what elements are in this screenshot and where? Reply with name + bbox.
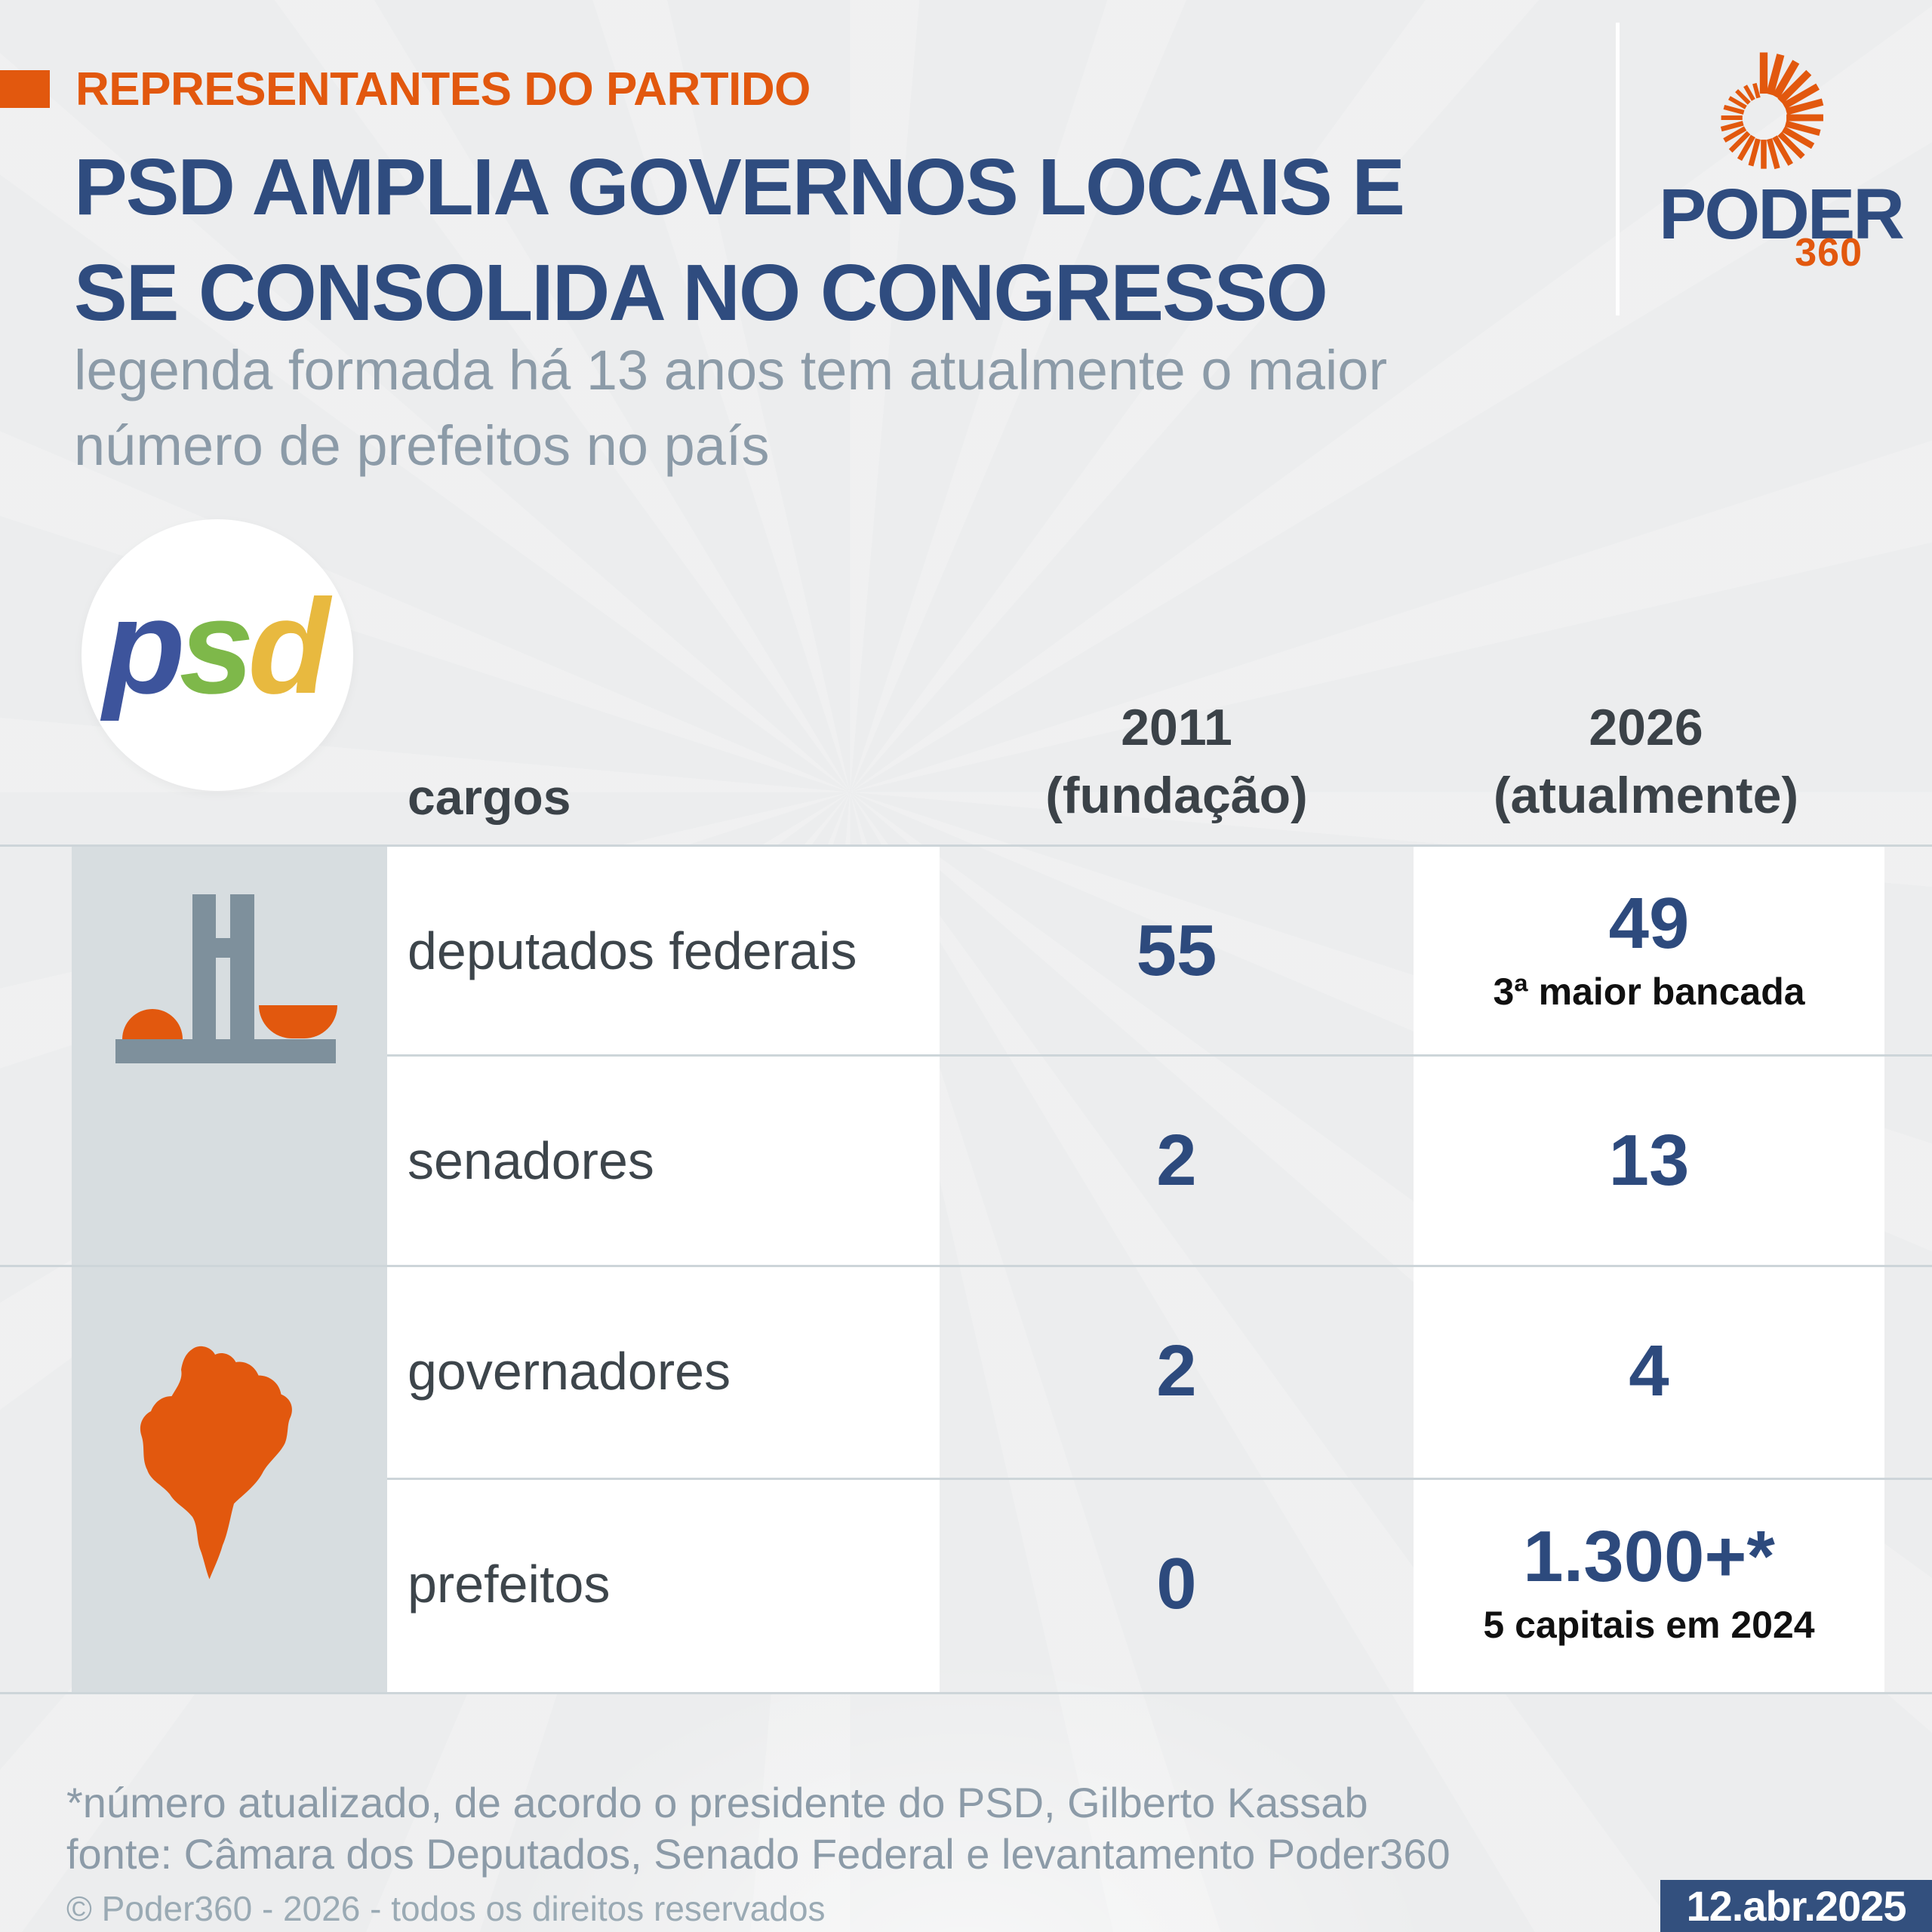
date-badge: 12.abr.2025 (1660, 1880, 1932, 1932)
column-header-2026: 2026 (1589, 699, 1703, 756)
poder-wordmark: PODER (1659, 174, 1905, 254)
page-subtitle-line1: legenda formada há 13 anos tem atualment… (74, 339, 1388, 401)
psd-logo: psd (82, 519, 353, 791)
page-title-line1: PSD AMPLIA GOVERNOS LOCAIS E (74, 143, 1405, 232)
table-row-cargo: deputados federais (408, 921, 857, 980)
page-subtitle-line2: número de prefeitos no país (74, 414, 770, 477)
value-2026-note: 5 capitais em 2024 (1483, 1604, 1815, 1647)
column-header-cargos: cargos (408, 769, 571, 825)
brazil-map-icon (140, 1346, 292, 1580)
column-header-2011-sub: (fundação) (1045, 767, 1308, 824)
brand-divider-line (1616, 23, 1620, 315)
table-bottom-divider (0, 1692, 1932, 1694)
group-divider (0, 1265, 1932, 1267)
table-cargos-column-background (387, 847, 940, 1692)
congress-dome (122, 1009, 183, 1039)
kicker-tag (0, 70, 50, 108)
column-header-2011: 2011 (1121, 699, 1232, 756)
footnote: *número atualizado, de acordo o presiden… (66, 1779, 1368, 1826)
value-2026-prefeitos: 1.300+* 5 capitais em 2024 (1414, 1480, 1884, 1688)
poder-360-suffix: 360 (1795, 231, 1863, 275)
row-divider (387, 1478, 1932, 1480)
table-row-cargo: governadores (408, 1342, 731, 1401)
value-2026-senadores: 13 (1608, 1120, 1690, 1201)
source-line: fonte: Câmara dos Deputados, Senado Fede… (66, 1830, 1451, 1878)
kicker-text: REPRESENTANTES DO PARTIDO (75, 63, 811, 115)
page-title-line2: SE CONSOLIDA NO CONGRESSO (74, 248, 1328, 337)
poder360-sunburst-icon (1720, 52, 1824, 170)
value-2026-deputados: 49 3ª maior bancada (1414, 847, 1884, 1055)
value-2011-prefeitos: 0 (1156, 1543, 1197, 1624)
value-2011-senadores: 2 (1156, 1120, 1197, 1201)
congress-building-icon (112, 891, 338, 1066)
psd-logo-letters: psd (103, 580, 331, 731)
table-row-cargo: senadores (408, 1131, 654, 1190)
table-2026-column-background (1414, 847, 1884, 1692)
table-row-cargo: prefeitos (408, 1555, 611, 1614)
psd-letter-s: s (179, 571, 254, 721)
psd-letter-d: d (248, 571, 331, 721)
value-2026-governadores: 4 (1629, 1331, 1669, 1411)
table-top-divider (0, 844, 1932, 847)
value-2011-deputados: 55 (1136, 910, 1217, 991)
value-2026-note: 3ª maior bancada (1493, 971, 1805, 1014)
row-divider (387, 1054, 1932, 1057)
table-icon-column-background (72, 847, 387, 1692)
value-2011-governadores: 2 (1156, 1331, 1197, 1411)
congress-bowl (259, 1005, 337, 1038)
column-header-2026-sub: (atualmente) (1493, 767, 1799, 824)
psd-letter-p: p (103, 571, 186, 721)
copyright-line: © Poder360 - 2026 - todos os direitos re… (66, 1889, 826, 1928)
